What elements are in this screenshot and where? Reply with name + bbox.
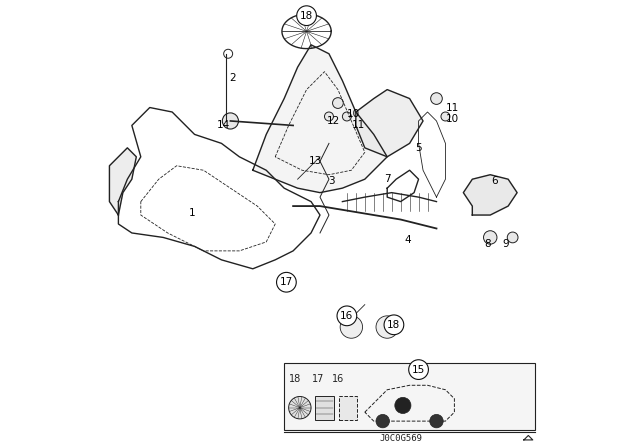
Circle shape (508, 232, 518, 243)
Circle shape (340, 316, 362, 338)
Text: 2: 2 (229, 73, 236, 83)
Circle shape (276, 272, 296, 292)
Text: 10: 10 (347, 109, 360, 119)
Circle shape (376, 316, 398, 338)
Circle shape (395, 397, 411, 414)
Text: 6: 6 (492, 177, 498, 186)
Text: J0C0G569: J0C0G569 (379, 434, 422, 443)
Circle shape (484, 231, 497, 244)
Circle shape (289, 396, 311, 419)
Text: 8: 8 (484, 239, 492, 249)
Text: 9: 9 (502, 239, 509, 249)
Text: 13: 13 (309, 156, 322, 166)
Text: 5: 5 (415, 143, 422, 153)
Circle shape (333, 98, 343, 108)
Text: 4: 4 (404, 235, 411, 245)
Polygon shape (109, 148, 136, 215)
Circle shape (431, 93, 442, 104)
Circle shape (222, 113, 239, 129)
Text: 3: 3 (328, 177, 335, 186)
FancyBboxPatch shape (339, 396, 356, 420)
FancyBboxPatch shape (284, 363, 535, 430)
Text: 14: 14 (217, 121, 230, 130)
Circle shape (384, 315, 404, 335)
Circle shape (409, 360, 428, 379)
Text: 18: 18 (289, 374, 301, 383)
Circle shape (376, 414, 390, 428)
Text: 17: 17 (280, 277, 293, 287)
Text: 10: 10 (445, 114, 459, 124)
Polygon shape (463, 175, 517, 215)
Text: 1: 1 (189, 208, 196, 218)
Polygon shape (356, 90, 423, 157)
Text: 16: 16 (340, 311, 353, 321)
Text: 7: 7 (384, 174, 390, 184)
Text: 11: 11 (351, 121, 365, 130)
Polygon shape (253, 45, 387, 193)
Text: 12: 12 (327, 116, 340, 126)
Circle shape (337, 306, 356, 326)
Text: 11: 11 (445, 103, 459, 112)
Text: 16: 16 (332, 374, 344, 383)
Circle shape (430, 414, 444, 428)
Circle shape (324, 112, 333, 121)
Circle shape (441, 112, 450, 121)
Circle shape (297, 6, 316, 26)
Text: 17: 17 (312, 374, 324, 383)
Text: 18: 18 (300, 11, 313, 21)
Circle shape (224, 49, 233, 58)
FancyBboxPatch shape (315, 396, 334, 420)
Text: 18: 18 (387, 320, 401, 330)
Text: 15: 15 (412, 365, 425, 375)
Circle shape (342, 112, 351, 121)
